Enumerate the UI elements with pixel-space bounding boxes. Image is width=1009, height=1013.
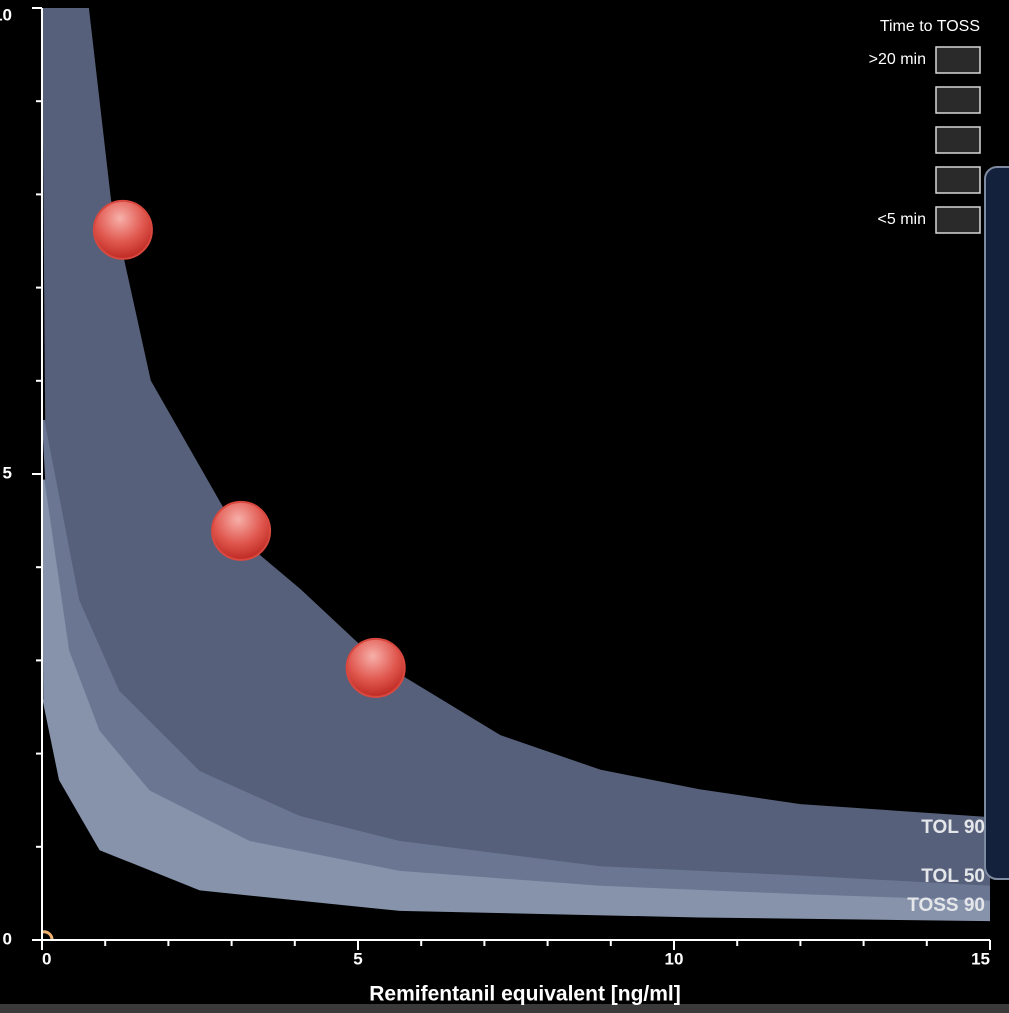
data-point — [92, 199, 153, 260]
band-fill — [42, 8, 990, 886]
legend-swatch — [935, 86, 981, 114]
legend-swatch — [935, 126, 981, 154]
side-panel — [984, 166, 1009, 880]
legend-label: <5 min — [878, 211, 926, 228]
bottom-strip — [0, 1004, 1009, 1013]
foreground: TOL 90 TOL 50 TOSS 90 0 5 10 15 0 5 10 >20 min <5 m… — [0, 5, 991, 968]
band-label: TOL 90 — [921, 817, 985, 838]
data-point — [345, 637, 406, 698]
x-tick-label: 15 — [971, 949, 990, 968]
legend-swatch — [935, 166, 981, 194]
band-edge — [42, 699, 990, 922]
x-tick-label: 0 — [42, 949, 51, 968]
origin-marker — [41, 930, 54, 941]
data-point — [211, 500, 272, 561]
legend-swatch — [935, 46, 981, 74]
legend-swatch — [935, 206, 981, 234]
x-axis-title: Remifentanil equivalent [ng/ml] — [369, 983, 681, 1006]
legend-label: >20 min — [869, 51, 926, 68]
y-tick-label: 0 — [3, 929, 12, 948]
band-edge — [44, 479, 990, 901]
band-label: TOL 50 — [921, 866, 985, 887]
y-tick-label: 5 — [3, 463, 12, 482]
x-tick-label: 5 — [353, 949, 362, 968]
band-edge — [44, 419, 990, 886]
y-tick-label: 10 — [0, 5, 12, 24]
legend-title: Time to TOSS — [880, 18, 980, 35]
band-label: TOSS 90 — [907, 895, 985, 916]
x-tick-label: 10 — [665, 949, 684, 968]
